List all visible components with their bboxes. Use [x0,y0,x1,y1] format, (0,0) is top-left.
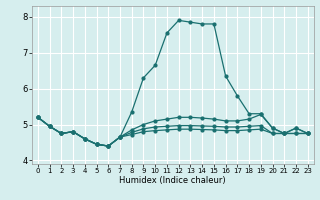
X-axis label: Humidex (Indice chaleur): Humidex (Indice chaleur) [119,176,226,185]
